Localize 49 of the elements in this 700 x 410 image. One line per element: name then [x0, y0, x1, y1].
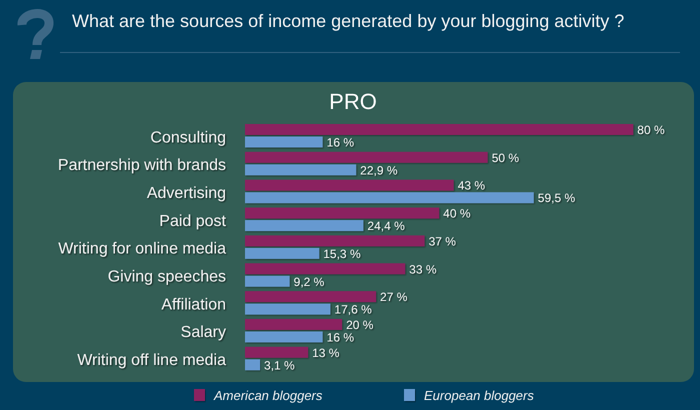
bar: [245, 124, 634, 135]
data-label: 15,3 %: [323, 246, 361, 261]
data-label: 20 %: [346, 318, 374, 332]
data-label: 16 %: [326, 136, 354, 150]
legend-label: American bloggers: [213, 388, 323, 403]
data-label: 9,2 %: [294, 274, 325, 289]
data-label: 27 %: [380, 290, 408, 304]
data-label: 43 %: [458, 178, 486, 193]
y-tick-label: Partnership with brands: [58, 156, 226, 174]
chart-title: What are the sources of income generated by your blogging activity ?: [72, 11, 624, 31]
bar: [245, 220, 364, 232]
data-label: 17,6 %: [334, 302, 372, 317]
data-label: 80 %: [637, 123, 665, 137]
y-tick-label: Writing off line media: [77, 352, 226, 369]
data-label: 40 %: [443, 206, 471, 221]
y-tick-label: Affiliation: [161, 296, 226, 313]
y-tick-label: Advertising: [146, 184, 226, 202]
y-tick-label: Consulting: [150, 128, 226, 146]
bar: [245, 276, 290, 287]
legend-label: European bloggers: [424, 388, 534, 403]
bar: [245, 180, 454, 191]
bar: [245, 164, 356, 176]
data-label: 59,5 %: [538, 191, 576, 206]
data-label: 16 %: [326, 330, 354, 344]
bar: [245, 192, 534, 204]
bar: [245, 152, 488, 163]
bar: [245, 136, 323, 148]
data-label: 3,1 %: [264, 358, 296, 372]
data-label: 13 %: [312, 346, 340, 360]
bar: [245, 263, 406, 274]
chart-subtitle: PRO: [329, 88, 377, 114]
data-label: 33 %: [409, 262, 437, 276]
y-tick-label: Salary: [180, 324, 226, 341]
y-tick-label: Writing for online media: [58, 240, 226, 258]
bar: [245, 291, 376, 302]
data-label: 24,4 %: [367, 219, 406, 234]
bar: [245, 304, 330, 315]
bar: [245, 235, 425, 246]
bar: [245, 331, 323, 342]
bar: [245, 318, 342, 330]
bar: [245, 359, 260, 370]
bar: [245, 346, 308, 358]
y-tick-label: Giving speeches: [108, 268, 226, 285]
data-label: 22,9 %: [360, 163, 398, 178]
y-tick-label: Paid post: [159, 212, 227, 230]
bar: [245, 248, 320, 259]
data-label: 50 %: [492, 150, 520, 165]
data-label: 37 %: [428, 234, 456, 248]
bar: [245, 208, 440, 219]
